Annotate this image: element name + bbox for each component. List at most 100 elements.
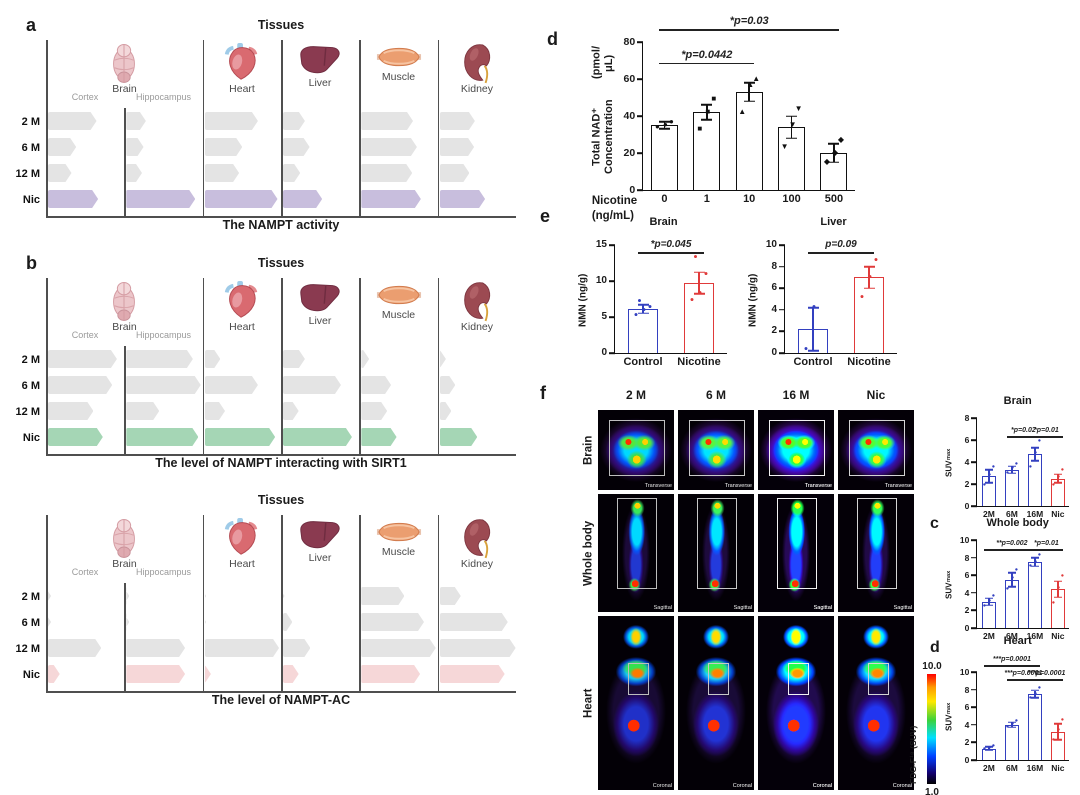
row-label: Nic bbox=[22, 669, 40, 681]
bar bbox=[735, 91, 763, 190]
column-divider bbox=[46, 40, 48, 216]
data-point: ▼ bbox=[780, 142, 789, 152]
pet-image: Transverse bbox=[598, 410, 674, 490]
data-point: ● bbox=[689, 296, 695, 304]
error-bar bbox=[1057, 723, 1059, 740]
organ-kidney: Kidney bbox=[458, 278, 496, 333]
y-tick-mark bbox=[971, 671, 978, 673]
organ-name: Kidney bbox=[460, 558, 494, 570]
data-point: ● bbox=[1005, 469, 1010, 476]
data-point: ■ bbox=[697, 123, 703, 133]
tissue-bar bbox=[361, 190, 421, 208]
data-point: ● bbox=[697, 289, 703, 297]
tissue-bar bbox=[361, 350, 369, 368]
significance-label: *p=0.0442 bbox=[681, 48, 733, 61]
data-point: ● bbox=[811, 303, 817, 311]
plane-label: Coronal bbox=[892, 783, 912, 789]
tissue-bar bbox=[440, 402, 452, 420]
data-point: ▲ bbox=[746, 79, 755, 89]
tissue-bar bbox=[205, 138, 243, 156]
column-divider bbox=[281, 40, 283, 216]
error-bar-cap bbox=[693, 293, 705, 295]
significance-label: *p=0.01 bbox=[1034, 540, 1059, 548]
row-label: 6 M bbox=[21, 142, 40, 154]
tissue-bar bbox=[205, 376, 258, 394]
chart-nmn_brain: Brain NMN (ng/g) 0 5 10 15 ● ● ● ● Control ● ● ● ● Nico… bbox=[576, 215, 727, 368]
error-bar bbox=[642, 304, 644, 314]
error-bar bbox=[1011, 466, 1013, 473]
chart-title: Heart bbox=[1003, 635, 1032, 647]
y-tick-mark bbox=[637, 152, 644, 154]
significance-line bbox=[808, 252, 874, 254]
error-bar-cap bbox=[1030, 556, 1039, 559]
data-point: ● bbox=[1014, 460, 1019, 467]
panel-d2-letter: d bbox=[930, 639, 940, 656]
tissue-bar bbox=[440, 138, 474, 156]
tissue-bar bbox=[205, 164, 239, 182]
organ-liver: Liver bbox=[298, 40, 342, 89]
y-tick-label: 10 bbox=[595, 275, 607, 286]
organ-row: Brain Heart Liver Muscle Kidney bbox=[46, 278, 516, 333]
plane-label: Transverse bbox=[724, 483, 752, 489]
error-bar bbox=[790, 116, 793, 139]
organ-name: Muscle bbox=[381, 71, 416, 83]
error-bar-cap bbox=[637, 312, 649, 315]
tissue-bar bbox=[126, 350, 193, 368]
tissue-bar bbox=[283, 376, 341, 394]
data-point: ● bbox=[1033, 690, 1038, 697]
tissue-bar bbox=[48, 402, 93, 420]
data-point: ● bbox=[1010, 721, 1015, 728]
y-tick-mark bbox=[609, 352, 615, 354]
tissue-bar bbox=[361, 665, 420, 683]
y-tick-label: 15 bbox=[595, 239, 607, 250]
tissue-bar bbox=[205, 428, 276, 446]
y-tick-mark bbox=[609, 316, 615, 318]
y-tick-label: 0 bbox=[771, 347, 777, 358]
error-bar-cap bbox=[1053, 723, 1062, 725]
data-point: ● bbox=[1060, 467, 1065, 474]
y-tick-mark bbox=[971, 574, 978, 576]
organ-liver: Liver bbox=[298, 515, 342, 564]
panel-c-diagram-body: Brain Heart Liver Muscle Kidney Cortex Hippoca… bbox=[16, 515, 516, 693]
error-bar bbox=[1034, 690, 1036, 698]
chart-suv_brain: Brain SUV max 0 2 4 6 8 ● ● ● 2M ● ● ● 6M ● ● ● 16M ● ● ● Nic *p… bbox=[942, 394, 1070, 518]
pet-image: Coronal bbox=[758, 616, 834, 790]
error-bar bbox=[1011, 722, 1013, 728]
tissue-bar bbox=[361, 164, 412, 182]
pet-column-header: 16 M bbox=[782, 388, 810, 402]
data-point: ● bbox=[1037, 552, 1042, 559]
error-bar-cap bbox=[1053, 473, 1062, 475]
roi-box bbox=[689, 419, 745, 476]
data-point: ● bbox=[1005, 723, 1010, 730]
column-divider bbox=[202, 40, 205, 216]
error-bar-cap bbox=[658, 120, 670, 123]
tissue-bar bbox=[48, 376, 112, 394]
panel-d: d Total NAD⁺ Concentration (pmol/μL) 0 20 40… bbox=[545, 8, 925, 222]
data-point: ● bbox=[1060, 572, 1065, 579]
x-tick-label: Nic bbox=[1051, 631, 1065, 641]
chart-plot-row: Total NAD⁺ Concentration (pmol/μL) 0 20 40 60… bbox=[589, 8, 856, 222]
error-bar bbox=[812, 307, 814, 351]
significance-line bbox=[638, 252, 704, 254]
y-tick-mark bbox=[637, 189, 644, 191]
significance-label: p=0.09 bbox=[825, 239, 857, 251]
pet-image: Sagittal bbox=[598, 494, 674, 612]
tissue-bar bbox=[205, 402, 225, 420]
bar bbox=[684, 283, 714, 353]
data-point: ● bbox=[633, 311, 639, 319]
y-tick-label: 4 bbox=[964, 456, 970, 467]
suv-scale-label: FDG-F¹⁸ (SUV) bbox=[908, 725, 918, 784]
error-bar-cap bbox=[984, 597, 993, 599]
tissue-bar bbox=[361, 639, 435, 657]
panel-a: a Tissues Brain Heart Liver Muscle Kidney Cor… bbox=[10, 14, 535, 250]
y-tick-label: 0 bbox=[629, 183, 636, 196]
roi-box bbox=[787, 662, 810, 695]
data-point: ◆ bbox=[837, 135, 845, 145]
data-point: ● bbox=[803, 345, 809, 353]
bar bbox=[628, 309, 658, 353]
column-divider bbox=[437, 278, 440, 454]
significance-line bbox=[983, 665, 1040, 667]
data-point: ● bbox=[693, 253, 698, 261]
row-label: 2 M bbox=[21, 116, 40, 128]
sublabel-cortex: Cortex bbox=[71, 567, 99, 577]
